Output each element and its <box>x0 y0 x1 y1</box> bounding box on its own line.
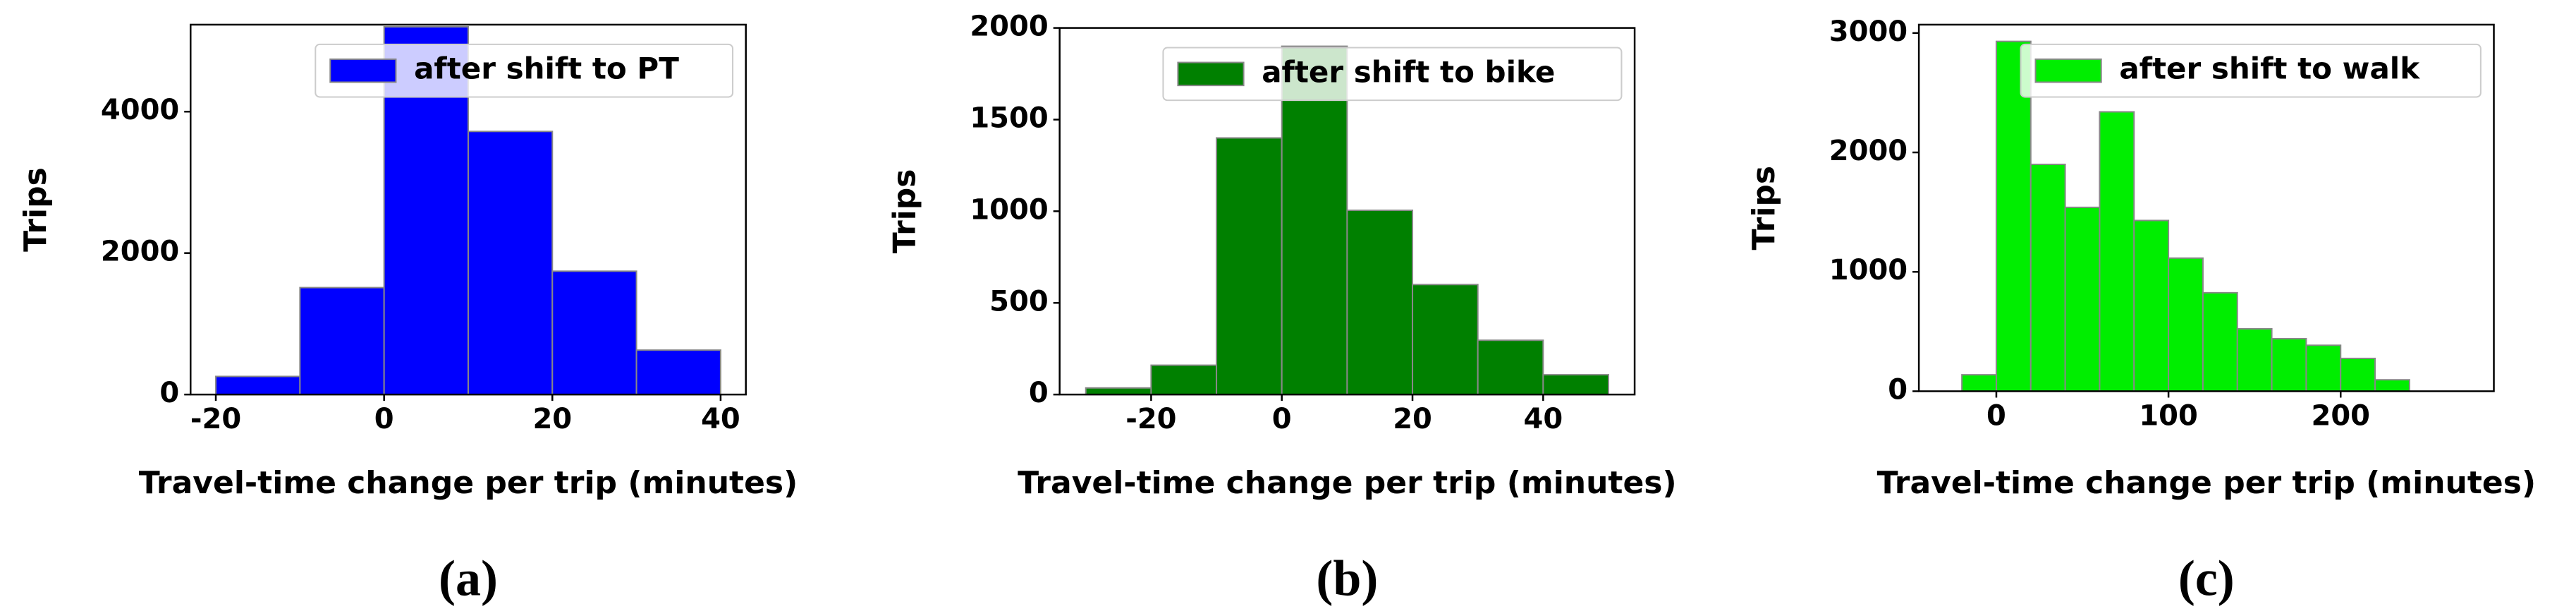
x-tick-label: 40 <box>1524 403 1563 435</box>
bar <box>1542 374 1610 396</box>
bar <box>1281 45 1348 396</box>
y-tick-label: 2000 <box>1829 135 1907 167</box>
x-tick-label: -20 <box>190 403 241 435</box>
legend-swatch <box>1177 61 1245 87</box>
x-tick-label: 0 <box>374 403 394 435</box>
legend-box <box>2020 43 2482 98</box>
caption: (c) <box>2178 550 2235 606</box>
legend-label: after shift to bike <box>1262 54 1555 89</box>
bar <box>1961 374 1997 392</box>
y-axis-label: Trips <box>1746 166 1782 250</box>
bar <box>635 349 721 396</box>
x-tick-label: 0 <box>1986 399 2006 432</box>
bar <box>2099 111 2135 392</box>
caption: (b) <box>1316 550 1378 606</box>
bar <box>2236 327 2273 392</box>
bar <box>2202 291 2238 392</box>
y-tick-label: 3000 <box>1829 16 1907 48</box>
bar <box>1412 284 1479 396</box>
bar <box>1216 137 1283 396</box>
x-tick-label: 20 <box>1393 403 1432 435</box>
bar <box>2374 379 2410 392</box>
y-tick-label: 0 <box>1888 373 1907 406</box>
bar <box>1346 210 1414 396</box>
legend-label: after shift to PT <box>414 52 679 86</box>
plot-frame <box>189 23 747 396</box>
plot-frame <box>1917 23 2495 392</box>
x-tick-label: 100 <box>2139 399 2198 432</box>
y-tick-label: 1000 <box>1829 254 1907 286</box>
bar <box>2305 344 2342 392</box>
x-tick-label: -20 <box>1125 403 1176 435</box>
x-tick-label: 20 <box>532 403 572 435</box>
bar <box>1477 339 1544 396</box>
bar <box>467 131 554 396</box>
y-axis-label: Trips <box>18 167 54 252</box>
y-tick-label: 2000 <box>101 236 179 268</box>
bar <box>2029 163 2066 392</box>
bar <box>2133 219 2170 392</box>
bar <box>1150 364 1218 396</box>
x-tick-label: 40 <box>701 403 740 435</box>
bar <box>551 270 637 396</box>
y-tick-label: 2000 <box>970 11 1048 43</box>
legend-label: after shift to walk <box>2119 52 2420 86</box>
x-axis-label: Travel-time change per trip (minutes) <box>139 465 798 501</box>
y-tick-label: 0 <box>1029 377 1049 409</box>
x-axis-label: Travel-time change per trip (minutes) <box>1877 465 2536 501</box>
bar <box>299 286 385 396</box>
legend-box <box>1162 47 1623 102</box>
bar <box>1995 40 2032 392</box>
legend-swatch <box>2034 58 2102 83</box>
bar <box>2340 357 2376 392</box>
x-axis-label: Travel-time change per trip (minutes) <box>1018 465 1676 501</box>
bar <box>2271 338 2307 392</box>
bar <box>2064 206 2101 392</box>
bar <box>1085 387 1152 396</box>
y-tick-label: 500 <box>989 285 1049 318</box>
legend-box <box>315 43 734 98</box>
x-tick-label: 0 <box>1272 403 1292 435</box>
y-tick-label: 1500 <box>970 102 1048 134</box>
bar <box>2168 257 2204 392</box>
y-tick-label: 4000 <box>101 94 179 126</box>
caption: (a) <box>439 550 498 606</box>
y-tick-label: 0 <box>159 377 179 409</box>
legend-swatch <box>329 58 397 83</box>
y-axis-label: Trips <box>887 169 923 254</box>
y-tick-label: 1000 <box>970 193 1048 226</box>
bar <box>215 375 301 396</box>
x-tick-label: 200 <box>2311 399 2370 432</box>
